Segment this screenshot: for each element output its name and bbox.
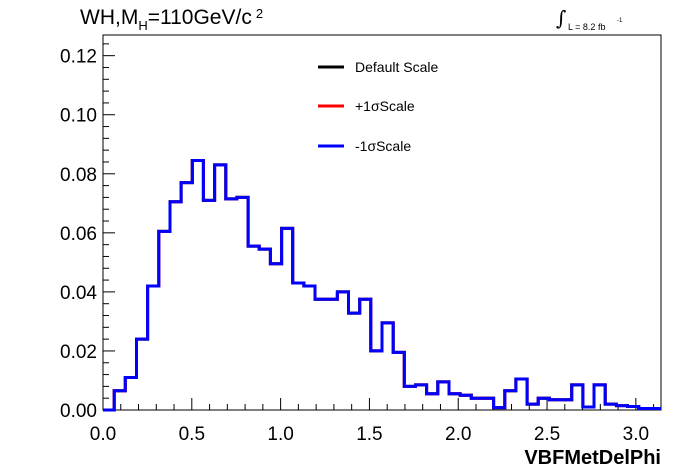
luminosity-text: L = 8.2 fb [568, 22, 606, 32]
series-line-1 [103, 159, 661, 412]
title-subscript: H [138, 18, 148, 33]
plot-frame [102, 34, 662, 411]
series-line-3 [103, 159, 661, 412]
x-axis-label: VBFMetDelPhi [524, 447, 661, 469]
x-tick-label: 1.5 [356, 424, 382, 445]
y-tick-label: 0.06 [60, 224, 97, 245]
y-tick-label: 0.04 [60, 283, 97, 304]
y-tick-label: 0.10 [60, 106, 97, 127]
legend: Default Scale +1σScale -1σScale [318, 59, 438, 154]
title-rest: =110GeV/c [147, 6, 252, 29]
x-tick-label: 0.5 [179, 424, 205, 445]
axes: 0.00 0.02 0.04 0.06 0.08 0.10 0.12 0.0 0.5 1.0 1.5… [60, 34, 662, 469]
y-tick-label: 0.00 [60, 401, 97, 422]
x-tick-label: 2.5 [534, 424, 560, 445]
title-main: WH,M [80, 6, 139, 29]
x-tick-label: 2.0 [445, 424, 471, 445]
luminosity-superscript: -1 [617, 18, 623, 24]
y-tick-label: 0.12 [60, 47, 97, 68]
title-superscript: 2 [255, 6, 264, 21]
y-tick-label: 0.02 [60, 342, 97, 363]
legend-label-1: Default Scale [355, 59, 438, 75]
x-tick-label: 3.0 [623, 424, 649, 445]
legend-label-3: -1σScale [355, 138, 411, 154]
x-tick-label: 1.0 [267, 424, 293, 445]
legend-label-2: +1σScale [355, 98, 415, 114]
chart-title: WH,MH=110GeV/c 2 [80, 6, 263, 33]
y-tick-label: 0.08 [60, 165, 97, 186]
x-tick-label: 0.0 [90, 424, 116, 445]
series-line-2 [103, 159, 661, 412]
series-layer [103, 159, 661, 412]
integral-symbol: ∫ [556, 6, 567, 30]
